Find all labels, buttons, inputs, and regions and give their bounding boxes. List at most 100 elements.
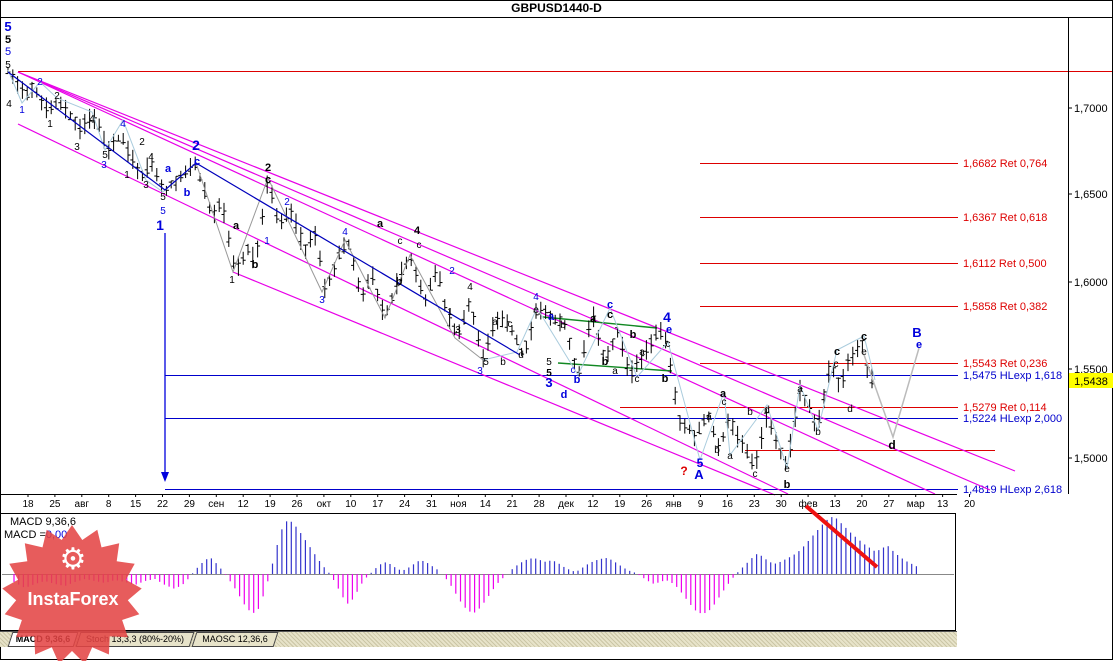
candlestick bbox=[307, 230, 313, 248]
wave-label: 3 bbox=[319, 295, 325, 306]
candlestick bbox=[605, 345, 611, 363]
wave-label: 3 bbox=[455, 325, 461, 336]
current-price-box bbox=[1069, 373, 1113, 388]
candlestick bbox=[567, 337, 573, 350]
candlestick bbox=[120, 132, 126, 145]
candlestick bbox=[557, 313, 563, 332]
wave-label: 1 bbox=[264, 236, 270, 247]
wave-label: c bbox=[571, 365, 576, 376]
wave-connector-gray bbox=[195, 162, 484, 361]
wave-label: d bbox=[847, 404, 853, 415]
wave-label: 5 bbox=[546, 357, 552, 368]
wave-label: c bbox=[417, 240, 422, 251]
candlestick bbox=[759, 427, 765, 450]
candlestick bbox=[72, 116, 78, 131]
candlestick bbox=[634, 354, 640, 373]
level-label: 1,5224 HLexp 2,000 bbox=[963, 413, 1062, 425]
wave-label: c bbox=[834, 359, 839, 370]
date-tick-label: 14 bbox=[480, 499, 492, 510]
wave-label: 4 bbox=[89, 114, 95, 125]
wave-label: 1 bbox=[447, 307, 453, 318]
price-tick-label: 1,5000 bbox=[1074, 453, 1108, 465]
candlestick bbox=[221, 202, 227, 223]
projection-v-line bbox=[862, 347, 920, 440]
tab-maosc[interactable]: MAOSC 12,36,6 bbox=[191, 632, 279, 647]
candlestick bbox=[845, 353, 851, 372]
candlestick bbox=[418, 279, 424, 295]
date-tick-label: 22 bbox=[157, 499, 169, 510]
candlestick bbox=[677, 415, 683, 431]
wave-label: c bbox=[398, 236, 403, 247]
candlestick bbox=[375, 288, 381, 302]
wave-label: ? bbox=[680, 464, 687, 478]
tab-maosc-label: MAOSC 12,36,6 bbox=[202, 634, 268, 644]
candlestick bbox=[835, 377, 841, 393]
wave-label: a bbox=[727, 451, 733, 462]
candlestick bbox=[749, 453, 755, 470]
date-tick-label: 15 bbox=[130, 499, 142, 510]
candlestick bbox=[720, 432, 726, 442]
price-tick-label: 1,6500 bbox=[1074, 189, 1108, 201]
candlestick bbox=[327, 274, 333, 287]
wave-label: a bbox=[797, 384, 803, 395]
wave-label: e bbox=[784, 464, 790, 475]
wave-label: 5 bbox=[102, 150, 108, 161]
candlestick bbox=[807, 399, 813, 413]
candlestick bbox=[826, 360, 832, 383]
candlestick bbox=[509, 324, 515, 336]
candlestick bbox=[586, 320, 592, 338]
wave-label: b bbox=[714, 445, 720, 456]
candlestick bbox=[610, 338, 616, 351]
wave-label: 3 bbox=[545, 375, 552, 390]
wave-label: 1 bbox=[47, 119, 53, 130]
candlestick bbox=[24, 86, 30, 101]
wave-label: 1 bbox=[124, 170, 130, 181]
candlestick bbox=[451, 323, 457, 336]
candlestick bbox=[547, 310, 553, 326]
wave-label: 3 bbox=[74, 142, 80, 153]
candlestick bbox=[490, 317, 496, 337]
candlestick bbox=[317, 250, 323, 267]
date-tick-label: 21 bbox=[507, 499, 519, 510]
wave-label: 5 bbox=[5, 60, 11, 71]
macd-indicator-name: MACD 9,36,6 bbox=[10, 516, 77, 528]
candlestick bbox=[159, 179, 165, 193]
wave-label: e bbox=[533, 305, 539, 316]
wave-label: a bbox=[233, 220, 240, 232]
wave-label: A bbox=[694, 467, 704, 482]
candlestick bbox=[763, 408, 769, 428]
candlestick bbox=[682, 418, 688, 434]
candlestick bbox=[639, 349, 645, 369]
candlestick bbox=[82, 113, 88, 135]
candlestick bbox=[850, 346, 856, 366]
price-tick-label: 1,7000 bbox=[1074, 103, 1108, 115]
wave-label: c bbox=[834, 346, 840, 358]
candlestick bbox=[48, 100, 54, 115]
wave-connector-cyan bbox=[7, 69, 197, 193]
candlestick bbox=[149, 153, 155, 172]
wave-label: a bbox=[492, 317, 498, 328]
candlestick bbox=[543, 305, 549, 319]
wave-label: 2 bbox=[139, 137, 145, 148]
wave-label: 4 bbox=[120, 119, 126, 130]
date-tick-label: 29 bbox=[184, 499, 196, 510]
candlestick bbox=[77, 118, 83, 140]
wave-label: e bbox=[916, 339, 922, 351]
candlestick bbox=[643, 340, 649, 360]
candlestick bbox=[471, 311, 477, 325]
wave-label: c bbox=[861, 331, 867, 343]
wave-label: 3 bbox=[143, 180, 149, 191]
candlestick bbox=[240, 251, 246, 265]
wave-label: 4 bbox=[663, 309, 671, 325]
candlestick bbox=[269, 185, 275, 204]
date-tick-label: 18 bbox=[22, 499, 34, 510]
wave-label: 1 bbox=[229, 275, 235, 286]
wave-label: 2 bbox=[192, 137, 200, 153]
candlestick bbox=[211, 204, 217, 224]
wave-label: e bbox=[861, 347, 867, 358]
wave-label: a bbox=[377, 218, 384, 230]
candlestick bbox=[859, 340, 865, 354]
wave-label: a bbox=[639, 347, 645, 358]
candlestick bbox=[562, 320, 568, 330]
